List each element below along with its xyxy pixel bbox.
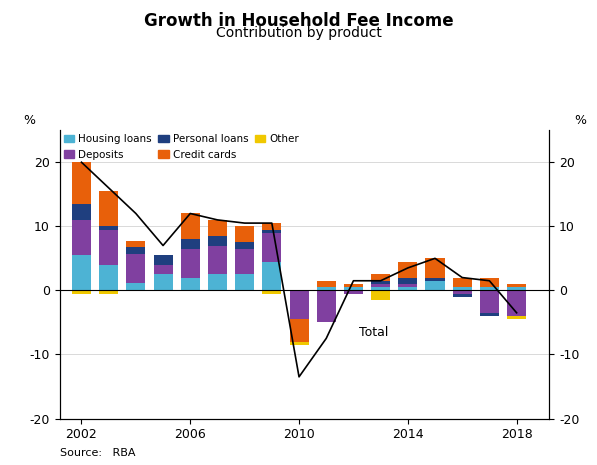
Bar [181, 278, 200, 290]
Bar [127, 247, 145, 254]
Bar [398, 278, 417, 284]
Bar [72, 255, 91, 290]
Bar [72, 162, 91, 204]
Bar [316, 290, 336, 322]
Legend: Housing loans, Deposits, Personal loans, Credit cards, Other: Housing loans, Deposits, Personal loans,… [60, 130, 303, 164]
Bar [262, 223, 281, 230]
Bar [426, 278, 445, 281]
Bar [426, 281, 445, 290]
Bar [72, 204, 91, 220]
Text: Source:   RBA: Source: RBA [60, 448, 135, 458]
Bar [262, 230, 281, 232]
Bar [507, 290, 526, 316]
Bar [262, 261, 281, 290]
Bar [181, 249, 200, 278]
Bar [208, 236, 227, 246]
Bar [208, 220, 227, 236]
Bar [99, 191, 118, 226]
Bar [398, 284, 417, 287]
Bar [181, 213, 200, 239]
Text: Total: Total [359, 326, 388, 339]
Bar [480, 278, 499, 287]
Bar [127, 254, 145, 283]
Bar [371, 287, 390, 290]
Bar [181, 239, 200, 249]
Bar [290, 290, 309, 319]
Bar [262, 232, 281, 261]
Bar [398, 261, 417, 278]
Bar [153, 274, 173, 290]
Bar [507, 287, 526, 290]
Bar [208, 274, 227, 290]
Bar [316, 281, 336, 287]
Bar [290, 319, 309, 342]
Bar [453, 278, 472, 287]
Bar [344, 284, 363, 287]
Bar [72, 290, 91, 293]
Bar [153, 255, 173, 265]
Bar [99, 226, 118, 230]
Bar [453, 290, 472, 293]
Bar [371, 284, 390, 287]
Text: Growth in Household Fee Income: Growth in Household Fee Income [144, 12, 453, 30]
Bar [371, 281, 390, 284]
Bar [316, 287, 336, 290]
Bar [235, 274, 254, 290]
Bar [426, 259, 445, 278]
Bar [235, 226, 254, 242]
Bar [371, 290, 390, 300]
Bar [72, 220, 91, 255]
Bar [480, 290, 499, 313]
Bar [235, 249, 254, 274]
Bar [235, 242, 254, 249]
Text: %: % [574, 114, 586, 127]
Bar [99, 230, 118, 265]
Bar [371, 274, 390, 281]
Bar [262, 290, 281, 293]
Text: %: % [23, 114, 35, 127]
Bar [453, 287, 472, 290]
Bar [99, 290, 118, 293]
Bar [507, 284, 526, 287]
Bar [208, 246, 227, 274]
Bar [344, 287, 363, 290]
Bar [127, 283, 145, 290]
Bar [398, 287, 417, 290]
Bar [344, 290, 363, 293]
Bar [153, 265, 173, 274]
Text: Contribution by product: Contribution by product [216, 26, 381, 40]
Bar [99, 265, 118, 290]
Bar [127, 241, 145, 247]
Bar [453, 293, 472, 297]
Bar [507, 316, 526, 319]
Bar [480, 287, 499, 290]
Bar [480, 313, 499, 316]
Bar [290, 342, 309, 345]
